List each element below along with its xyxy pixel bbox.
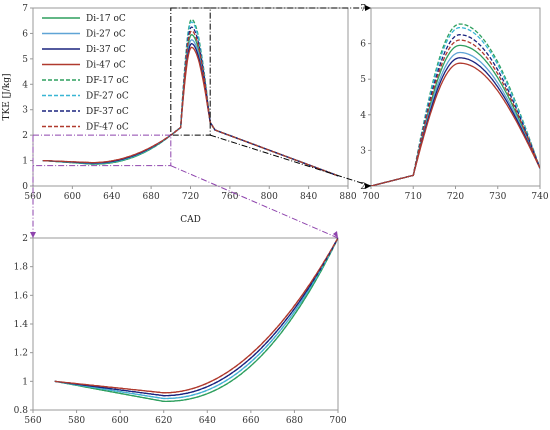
legend: Di-17 oC Di-27 oC Di-37 oC Di-47 oC DF-17 oC… (42, 14, 129, 133)
series-line-df-47-oc (42, 30, 339, 177)
legend-label: Di-47 oC (86, 61, 126, 71)
zoom-right-series-group (371, 23, 540, 186)
zoom-right-xtick-label: 700 (362, 192, 379, 202)
main-frame (32, 7, 349, 187)
main-ytick-label: 3 (22, 106, 28, 116)
zoom-right-xtick-label: 720 (447, 192, 464, 202)
zoom-right-frame (370, 7, 541, 187)
legend-label: DF-37 oC (86, 107, 129, 117)
legend-label: Di-37 oC (86, 45, 126, 55)
main-series-group (42, 18, 339, 177)
zoom-bottom-series-group (54, 238, 338, 403)
main-xtick-label: 880 (339, 192, 356, 202)
zoom-bottom-xtick-label: 620 (155, 416, 172, 426)
zoom-bottom-chart: 560 580 600 620 640 660 680 700 0.8 1 1.2 1.4 1.6 1.8… (14, 234, 347, 426)
zoom-right-xtick-label: 710 (405, 192, 422, 202)
connector-line-bottom (210, 134, 372, 187)
zoom-bottom-ytick-label: 1.6 (14, 291, 29, 301)
zoom-bottom-ytick-label: 1.2 (14, 349, 28, 359)
zoom-bottom-ytick-label: 0.8 (14, 406, 29, 416)
series-line-di-37-oc (371, 57, 540, 186)
main-ytick-label: 1 (22, 157, 28, 167)
zoom-right-xtick-label: 740 (531, 192, 548, 202)
main-xtick-label: 760 (221, 192, 238, 202)
zoom-box-trough (32, 134, 172, 167)
zoom-right-ytick-label: 4 (360, 111, 366, 121)
zoom-connectors (30, 5, 372, 239)
zoom-right-ytick-label: 6 (360, 40, 366, 50)
zoom-bottom-ytick-label: 1 (22, 377, 28, 387)
zoom-bottom-ytick-label: 2 (22, 234, 28, 244)
zoom-bottom-xtick-label: 580 (68, 416, 85, 426)
zoom-bottom-xtick-label: 600 (112, 416, 129, 426)
series-line-di-17-oc (42, 33, 339, 177)
series-line-df-47-oc (371, 39, 540, 186)
legend-label: DF-47 oC (86, 123, 129, 133)
zoom-right-ytick-label: 7 (360, 4, 366, 14)
series-line-di-47-oc (371, 62, 540, 186)
zoom-right-ytick-label: 2 (360, 182, 366, 192)
series-line-di-47-oc (54, 238, 338, 394)
main-chart: 560 600 640 680 720 760 800 840 880 0 1 2 3 4 5 6 7 CAD TK… (2, 4, 357, 225)
series-line-df-17-oc (54, 238, 338, 403)
x-axis-label: CAD (180, 215, 201, 225)
main-ytick-label: 7 (22, 4, 28, 14)
main-xtick-label: 560 (24, 192, 41, 202)
main-ytick-label: 0 (22, 182, 28, 192)
zoom-right-chart: 700 710 720 730 740 2 3 4 5 6 7 (360, 4, 549, 202)
series-line-df-27-oc (371, 26, 540, 186)
zoom-bottom-xtick-label: 700 (329, 416, 346, 426)
series-line-df-47-oc (54, 238, 338, 394)
main-ytick-label: 4 (22, 80, 28, 90)
zoom-box-peak (170, 7, 211, 136)
main-ytick-label: 5 (22, 55, 28, 65)
legend-label: DF-17 oC (86, 76, 129, 86)
zoom-bottom-xtick-label: 660 (242, 416, 259, 426)
main-ytick-label: 2 (22, 131, 28, 141)
y-axis-label: TKE [J/kg] (2, 73, 12, 120)
main-xtick-label: 680 (143, 192, 160, 202)
zoom-bottom-ytick-label: 1.4 (14, 320, 29, 330)
series-line-di-27-oc (54, 238, 338, 400)
arrow-head-icon (365, 183, 371, 189)
zoom-right-ytick-label: 5 (360, 75, 366, 85)
arrow-head-icon (365, 5, 371, 11)
legend-label: Di-27 oC (86, 30, 126, 40)
zoom-right-ytick-label: 3 (360, 146, 366, 156)
legend-label: Di-17 oC (86, 14, 126, 24)
series-line-di-17-oc (54, 238, 338, 403)
series-line-di-37-oc (54, 238, 338, 397)
main-xtick-label: 800 (261, 192, 278, 202)
connector-line-right (170, 165, 339, 239)
legend-label: DF-27 oC (86, 92, 129, 102)
series-line-df-17-oc (371, 23, 540, 186)
zoom-bottom-ytick-label: 1.8 (14, 263, 29, 273)
main-xtick-label: 600 (64, 192, 81, 202)
main-xtick-label: 720 (182, 192, 199, 202)
main-xtick-label: 840 (300, 192, 317, 202)
zoom-bottom-xtick-label: 640 (199, 416, 216, 426)
main-xtick-label: 640 (103, 192, 120, 202)
zoom-bottom-xtick-label: 560 (24, 416, 41, 426)
zoom-bottom-xtick-label: 680 (286, 416, 303, 426)
series-line-df-27-oc (54, 238, 338, 400)
series-line-df-37-oc (54, 238, 338, 397)
arrow-head-icon (30, 232, 36, 238)
arrow-head-icon (333, 231, 338, 238)
zoom-right-xtick-label: 730 (489, 192, 506, 202)
main-ytick-label: 6 (22, 29, 28, 39)
